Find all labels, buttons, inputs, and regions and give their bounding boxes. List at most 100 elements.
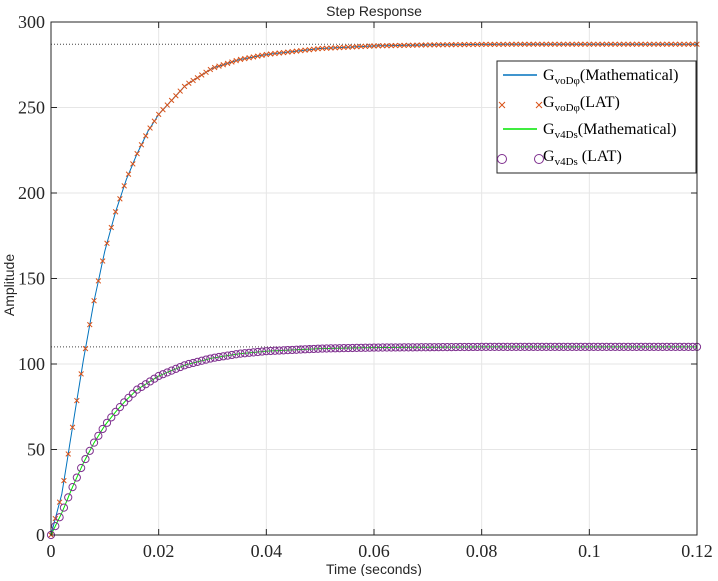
x-marker xyxy=(181,83,188,90)
x-marker xyxy=(328,45,334,51)
o-marker xyxy=(555,342,564,351)
x-marker xyxy=(448,41,455,48)
o-marker xyxy=(296,345,305,354)
x-marker xyxy=(250,54,257,60)
x-marker xyxy=(82,345,89,352)
x-marker xyxy=(173,92,179,99)
o-marker xyxy=(585,342,594,351)
x-marker xyxy=(664,41,670,47)
x-marker xyxy=(625,41,631,47)
x-marker xyxy=(530,41,537,47)
x-tick-label: 0.12 xyxy=(681,541,713,561)
x-marker xyxy=(435,42,442,48)
o-marker xyxy=(460,342,469,352)
legend-label: GvoDφ(Mathematical) xyxy=(543,67,678,87)
o-marker xyxy=(279,346,288,355)
x-marker xyxy=(349,44,356,50)
x-marker xyxy=(155,111,162,118)
x-marker xyxy=(621,41,627,47)
legend-label-main: G xyxy=(543,94,555,111)
series-2 xyxy=(50,346,697,536)
x-marker xyxy=(603,41,610,47)
o-marker xyxy=(512,342,521,351)
x-marker xyxy=(341,44,347,51)
o-marker xyxy=(335,344,344,353)
x-marker xyxy=(319,45,326,52)
o-marker xyxy=(51,522,60,531)
chart-title: Step Response xyxy=(326,3,422,19)
o-marker xyxy=(72,473,81,482)
x-marker xyxy=(237,56,244,63)
x-marker xyxy=(440,42,446,48)
x-marker xyxy=(375,43,382,49)
y-axis-label: Amplitude xyxy=(1,254,17,316)
legend-label-subscript: voDφ xyxy=(555,102,580,114)
x-marker xyxy=(642,41,649,47)
o-marker xyxy=(77,463,86,473)
legend-label-tail: (LAT) xyxy=(580,94,620,111)
legend-label-tail: (LAT) xyxy=(578,148,622,165)
x-marker xyxy=(612,41,618,47)
o-marker xyxy=(447,342,456,352)
x-marker xyxy=(465,41,472,48)
o-marker xyxy=(219,352,228,361)
o-marker xyxy=(533,342,542,351)
o-marker xyxy=(326,344,336,353)
x-marker xyxy=(151,118,158,124)
o-marker xyxy=(85,446,94,455)
o-marker xyxy=(145,377,155,386)
x-marker xyxy=(633,41,640,47)
x-marker xyxy=(91,297,97,304)
x-marker xyxy=(491,41,498,48)
o-marker xyxy=(236,349,245,358)
x-marker xyxy=(689,41,696,47)
o-marker xyxy=(382,343,392,352)
o-marker xyxy=(249,348,258,357)
o-marker xyxy=(81,454,90,464)
x-marker xyxy=(117,196,123,202)
x-marker xyxy=(651,41,657,47)
tick-layer: 0 0.02 0.04 0.06 0.08 0.1 0.12 0 50 100 150 200 250 3… xyxy=(18,12,713,561)
x-marker xyxy=(685,41,692,47)
o-marker xyxy=(632,342,641,351)
x-tick-label: 0.1 xyxy=(578,541,601,561)
o-marker xyxy=(473,342,482,352)
o-marker xyxy=(253,347,262,357)
legend-o-swatch xyxy=(534,154,544,164)
x-marker xyxy=(577,41,584,47)
x-marker xyxy=(229,59,235,65)
o-marker xyxy=(645,342,654,351)
x-marker xyxy=(672,41,679,47)
x-marker xyxy=(478,41,485,48)
x-marker xyxy=(543,41,550,47)
o-marker xyxy=(111,407,120,416)
y-tick-label: 250 xyxy=(18,98,45,118)
o-marker xyxy=(451,342,460,352)
x-marker xyxy=(108,224,115,231)
legend-x-swatch xyxy=(498,101,506,109)
o-marker xyxy=(176,362,185,372)
o-marker xyxy=(468,342,478,352)
o-marker xyxy=(654,342,663,351)
o-marker xyxy=(369,343,379,352)
legend-entry-0: GvoDφ(Mathematical) xyxy=(503,67,678,87)
o-marker xyxy=(137,382,146,392)
series-1 xyxy=(48,41,700,538)
x-marker xyxy=(220,61,227,68)
x-marker xyxy=(629,41,636,47)
o-marker xyxy=(611,342,620,351)
x-marker xyxy=(405,42,412,49)
o-marker xyxy=(490,342,499,351)
legend-x-swatch xyxy=(535,101,543,109)
x-marker xyxy=(431,42,438,48)
legend-label-main: G xyxy=(543,148,555,165)
legend-label-tail: (Mathematical) xyxy=(580,67,679,84)
x-marker xyxy=(104,240,110,247)
legend-label: Gv4Ds(Mathematical) xyxy=(543,121,676,141)
x-marker xyxy=(138,142,145,148)
o-marker xyxy=(167,366,176,375)
y-tick-label: 200 xyxy=(18,183,45,203)
x-marker xyxy=(160,106,166,113)
x-marker xyxy=(616,41,623,47)
